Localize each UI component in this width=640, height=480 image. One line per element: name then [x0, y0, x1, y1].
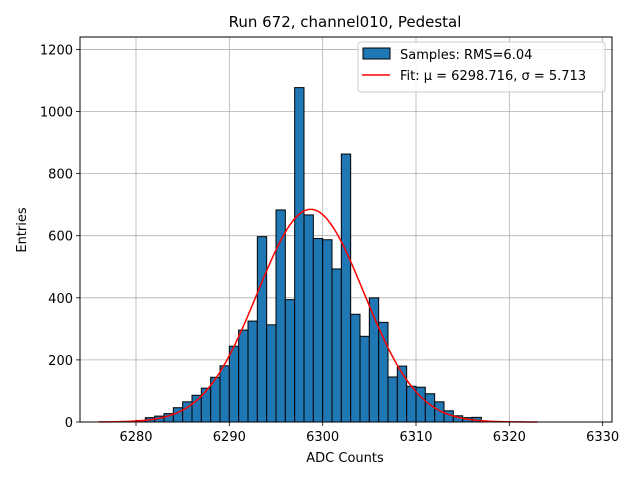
histogram-bar	[303, 214, 314, 423]
histogram-bar	[331, 268, 342, 423]
x-tick-label: 6300	[306, 430, 339, 445]
gaussian-fit-curve	[98, 208, 538, 423]
x-tick-label: 6280	[119, 430, 152, 445]
histogram-bar	[396, 365, 408, 423]
histogram-bar	[219, 365, 230, 423]
y-axis-label: Entries	[15, 207, 30, 253]
histogram-bar	[340, 153, 352, 423]
legend-fit-label: Fit: μ = 6298.716, σ = 5.713	[400, 69, 586, 84]
histogram-bar	[247, 320, 258, 423]
x-tick-label: 6330	[586, 430, 619, 445]
legend-box	[357, 41, 606, 93]
histogram-bar	[424, 393, 436, 423]
x-axis-ticks: 6280 6290 6300 6310 6320 6330	[119, 422, 619, 445]
y-tick-label: 800	[48, 168, 73, 183]
y-tick-label: 0	[65, 416, 73, 431]
histogram-bar	[200, 387, 212, 423]
x-tick-label: 6310	[399, 430, 432, 445]
histogram-bar	[172, 407, 184, 423]
histogram-bar	[350, 313, 361, 423]
legend-samples-swatch	[362, 47, 391, 60]
histogram-bar	[359, 335, 370, 423]
histogram-bar	[284, 299, 296, 423]
histogram-bar	[322, 239, 333, 423]
histogram-bar	[294, 87, 305, 423]
histogram-bar	[406, 385, 417, 423]
y-tick-label: 400	[48, 292, 73, 307]
histogram-bar	[228, 345, 240, 423]
chart-title: Run 672, channel010, Pedestal	[229, 13, 462, 31]
legend-samples-label: Samples: RMS=6.04	[400, 48, 532, 63]
y-tick-label: 1200	[40, 43, 73, 58]
histogram-bar	[312, 238, 324, 423]
y-tick-label: 600	[48, 230, 73, 245]
plot-frame	[79, 36, 613, 423]
histogram-bar	[191, 394, 202, 423]
x-tick-label: 6320	[493, 430, 526, 445]
histogram-bar	[256, 236, 268, 423]
histogram-bar	[387, 376, 398, 423]
x-axis-label: ADC Counts	[306, 451, 384, 466]
y-axis-ticks: 0 200 400 600 800 1000 1200	[40, 43, 80, 431]
histogram-bar	[266, 324, 277, 423]
legend: Samples: RMS=6.04 Fit: μ = 6298.716, σ =…	[357, 41, 606, 93]
histogram-bar	[238, 329, 249, 423]
y-tick-label: 200	[48, 354, 73, 369]
x-tick-label: 6290	[213, 430, 246, 445]
y-tick-label: 1000	[40, 106, 73, 121]
